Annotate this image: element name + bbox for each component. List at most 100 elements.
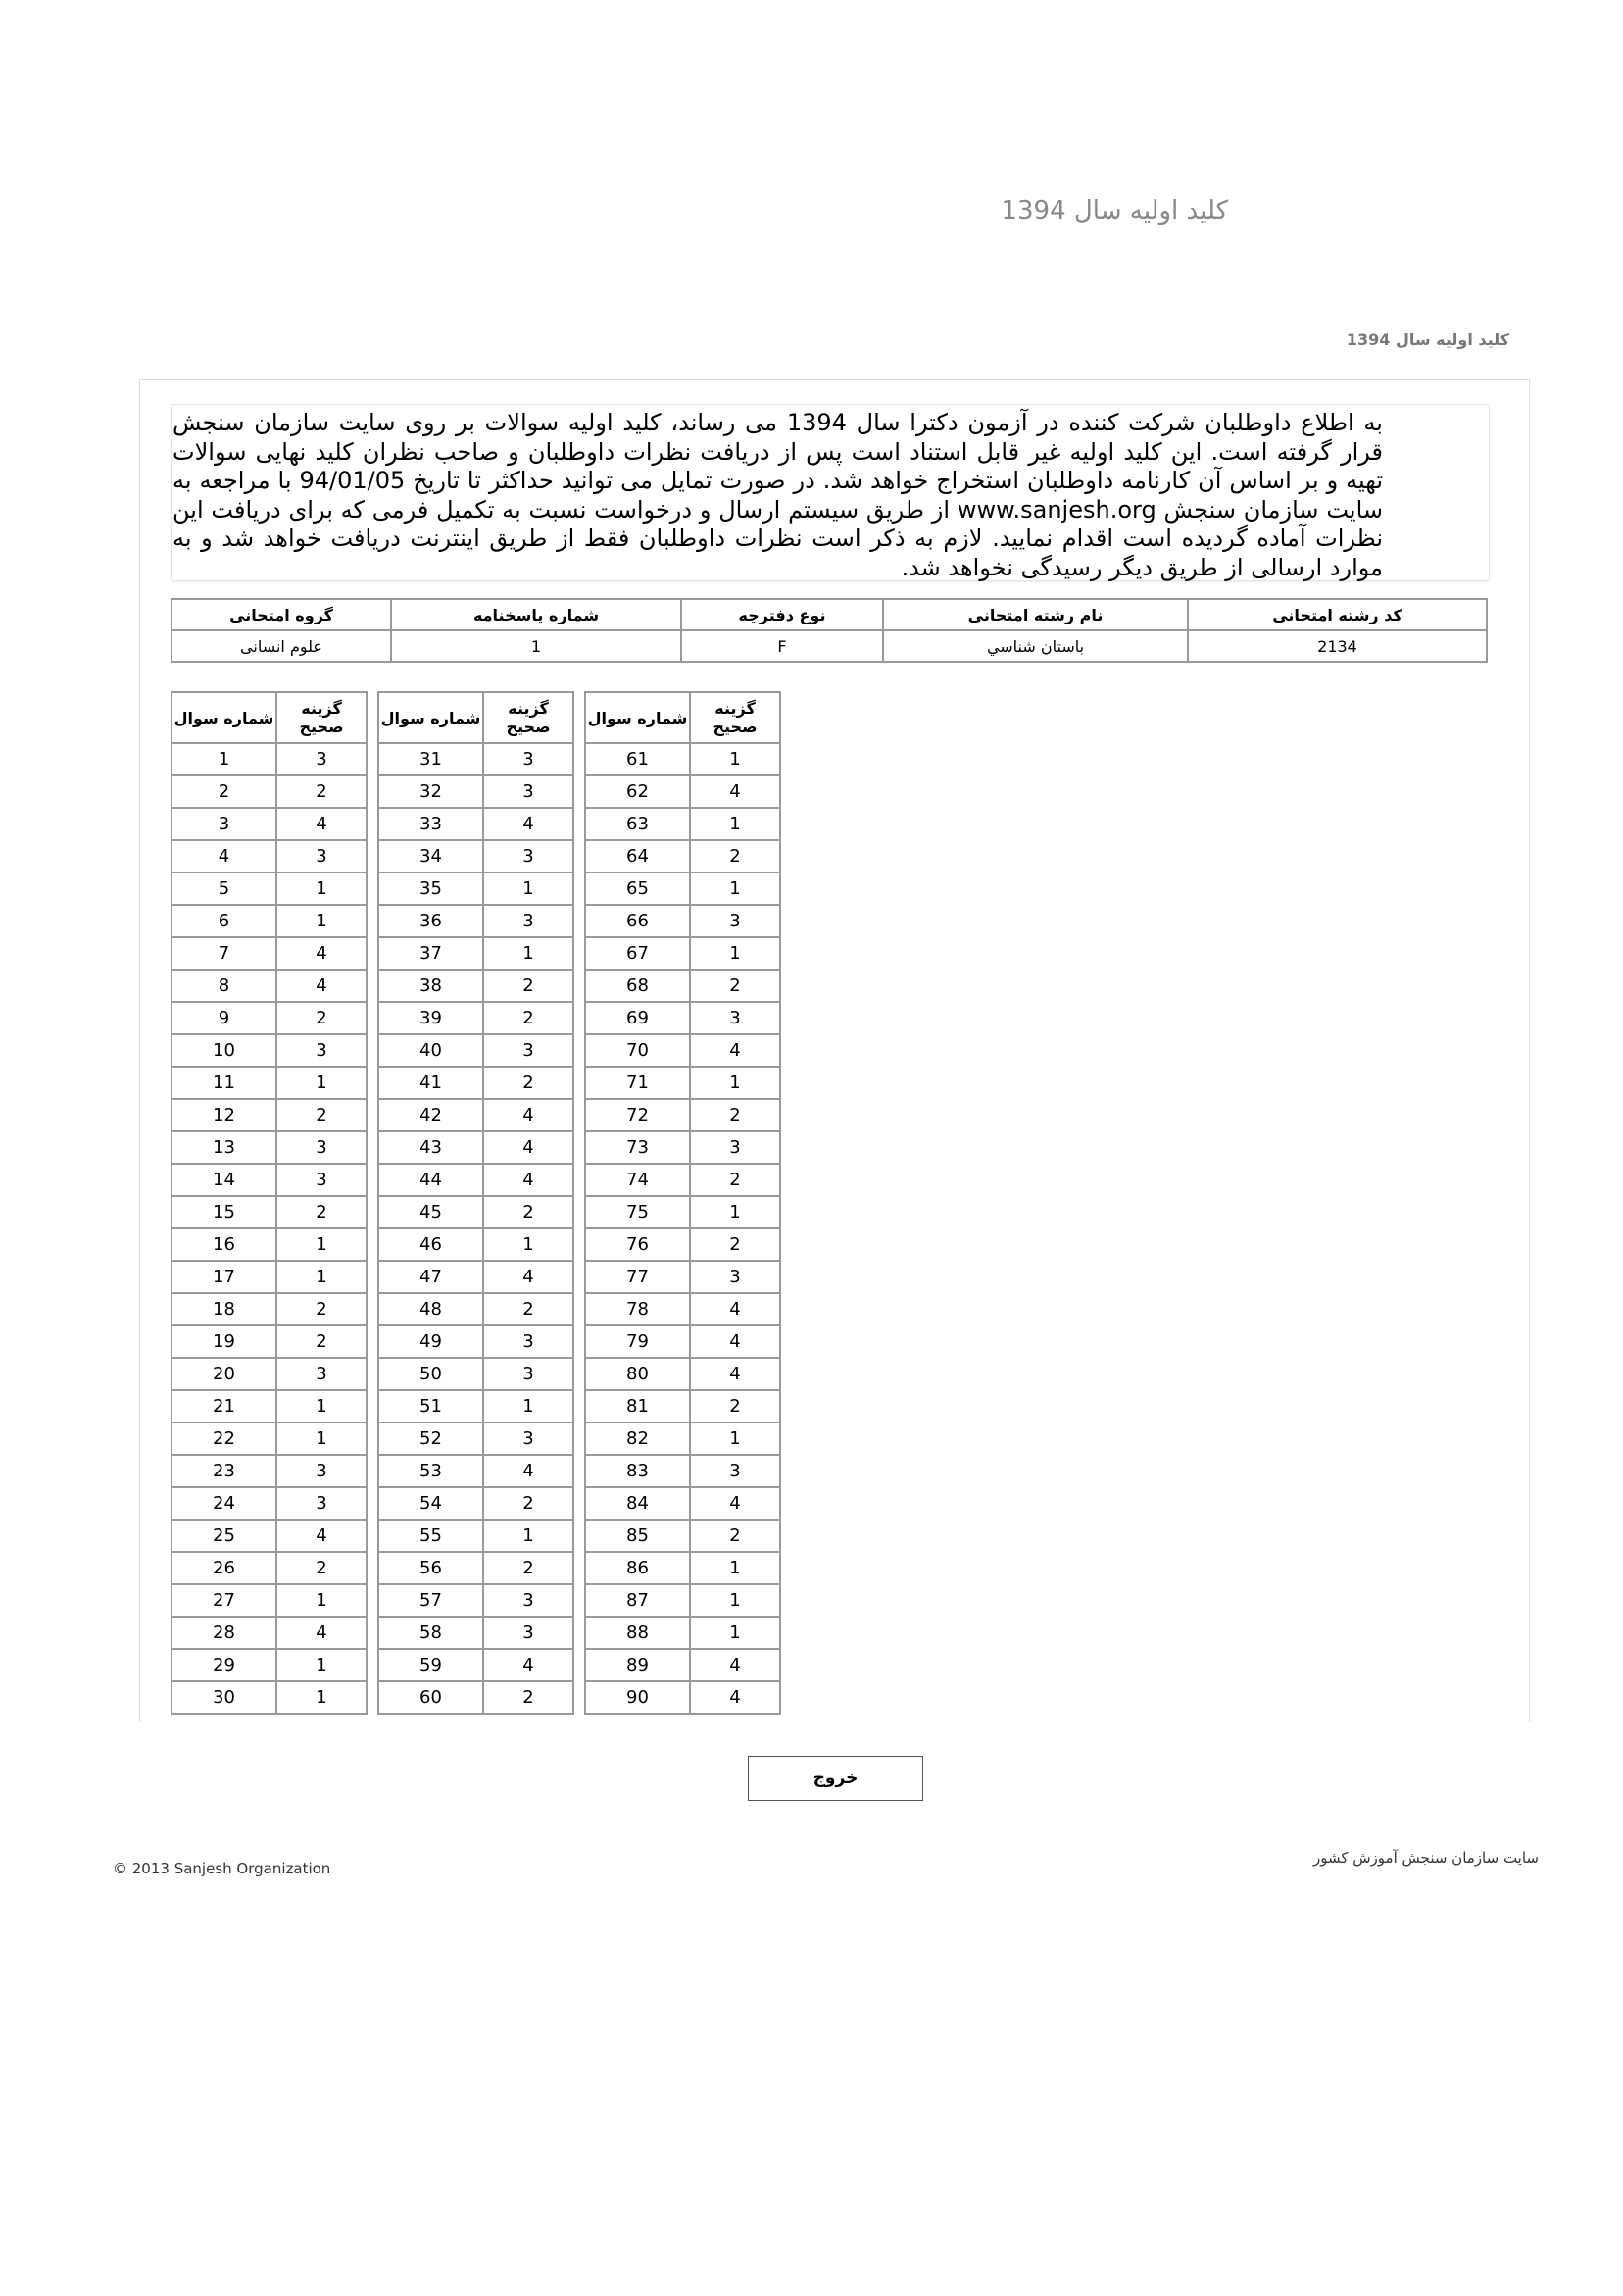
question-number: 33 [377, 807, 484, 841]
question-number: 79 [584, 1324, 691, 1359]
table-row: 10 3 [171, 1033, 368, 1068]
correct-option: 2 [275, 774, 368, 809]
content-panel [139, 379, 1530, 1722]
exit-button[interactable]: خروج [748, 1756, 923, 1801]
question-number: 13 [171, 1130, 277, 1165]
correct-option: 1 [689, 936, 781, 971]
section-title: کلید اولیه سال 1394 [1346, 330, 1509, 349]
table-row: 76 2 [584, 1227, 781, 1262]
booklet-type: F [680, 629, 884, 663]
question-number: 27 [171, 1583, 277, 1618]
answer-table-2: شماره سوال گزینه صحیح 31 3 32 3 33 4 34 3 35 1 36 3 37… [377, 691, 574, 1715]
correct-option: 4 [275, 969, 368, 1003]
correct-option: 4 [689, 1680, 781, 1715]
question-number: 83 [584, 1454, 691, 1488]
table-row: 85 2 [584, 1519, 781, 1553]
correct-option: 1 [689, 872, 781, 906]
correct-option: 4 [689, 1033, 781, 1068]
question-number: 37 [377, 936, 484, 971]
table-row: 67 1 [584, 936, 781, 971]
correct-option: 3 [275, 1163, 368, 1197]
table-header-row: شماره سوال گزینه صحیح [171, 691, 368, 744]
table-row: 47 4 [377, 1260, 574, 1294]
table-row: 19 2 [171, 1324, 368, 1359]
table-row: 59 4 [377, 1648, 574, 1682]
correct-option: 1 [482, 1227, 574, 1262]
notice-box: به اطلاع داوطلبان شرکت کننده در آزمون دک… [171, 404, 1490, 581]
question-number: 38 [377, 969, 484, 1003]
header-question-number: شماره سوال [171, 691, 277, 744]
table-row: 32 3 [377, 774, 574, 809]
correct-option: 3 [482, 1357, 574, 1391]
question-number: 35 [377, 872, 484, 906]
question-number: 60 [377, 1680, 484, 1715]
correct-option: 3 [482, 1033, 574, 1068]
header-correct-option: گزینه صحیح [689, 691, 781, 744]
correct-option: 2 [482, 1001, 574, 1035]
site-name-link[interactable]: سایت سازمان سنجش آموزش کشور [1312, 1849, 1539, 1867]
question-number: 36 [377, 904, 484, 938]
question-number: 43 [377, 1130, 484, 1165]
table-row: 41 2 [377, 1066, 574, 1100]
correct-option: 2 [689, 1227, 781, 1262]
table-row: 43 4 [377, 1130, 574, 1165]
table-row: 35 1 [377, 872, 574, 906]
correct-option: 3 [482, 1422, 574, 1456]
table-row: 49 3 [377, 1324, 574, 1359]
correct-option: 1 [482, 1519, 574, 1553]
question-number: 65 [584, 872, 691, 906]
question-number: 81 [584, 1389, 691, 1423]
table-row: 86 1 [584, 1551, 781, 1585]
question-number: 51 [377, 1389, 484, 1423]
question-number: 71 [584, 1066, 691, 1100]
question-number: 5 [171, 872, 277, 906]
copyright: © 2013 Sanjesh Organization [113, 1860, 331, 1877]
correct-option: 1 [275, 904, 368, 938]
question-number: 50 [377, 1357, 484, 1391]
correct-option: 3 [275, 839, 368, 873]
header-exam-group: گروه امتحانی [171, 598, 392, 631]
correct-option: 3 [275, 1486, 368, 1521]
correct-option: 1 [275, 1680, 368, 1715]
table-row: 18 2 [171, 1292, 368, 1326]
page-title: کلید اولیه سال 1394 [1001, 196, 1228, 225]
correct-option: 2 [689, 1163, 781, 1197]
table-row: 40 3 [377, 1033, 574, 1068]
correct-option: 1 [689, 807, 781, 841]
question-number: 23 [171, 1454, 277, 1488]
correct-option: 4 [482, 1098, 574, 1132]
table-row: 54 2 [377, 1486, 574, 1521]
correct-option: 3 [689, 1130, 781, 1165]
table-row: 66 3 [584, 904, 781, 938]
table-row: 39 2 [377, 1001, 574, 1035]
table-row: 87 1 [584, 1583, 781, 1618]
question-number: 39 [377, 1001, 484, 1035]
table-row: 15 2 [171, 1195, 368, 1229]
correct-option: 4 [275, 807, 368, 841]
question-number: 52 [377, 1422, 484, 1456]
table-header-row: کد رشته امتحانی نام رشته امتحانی نوع دفت… [171, 598, 1488, 631]
table-row: 70 4 [584, 1033, 781, 1068]
question-number: 66 [584, 904, 691, 938]
question-number: 59 [377, 1648, 484, 1682]
question-number: 85 [584, 1519, 691, 1553]
table-row: 51 1 [377, 1389, 574, 1423]
question-number: 54 [377, 1486, 484, 1521]
table-row: 68 2 [584, 969, 781, 1003]
question-number: 61 [584, 742, 691, 776]
table-row: 29 1 [171, 1648, 368, 1682]
question-number: 88 [584, 1616, 691, 1650]
correct-option: 4 [275, 936, 368, 971]
table-row: 80 4 [584, 1357, 781, 1391]
correct-option: 4 [482, 1130, 574, 1165]
table-row: 52 3 [377, 1422, 574, 1456]
table-row: 63 1 [584, 807, 781, 841]
question-number: 42 [377, 1098, 484, 1132]
question-number: 30 [171, 1680, 277, 1715]
table-row: 62 4 [584, 774, 781, 809]
table-row: 78 4 [584, 1292, 781, 1326]
correct-option: 4 [689, 1324, 781, 1359]
correct-option: 2 [482, 1551, 574, 1585]
table-row: 31 3 [377, 742, 574, 776]
